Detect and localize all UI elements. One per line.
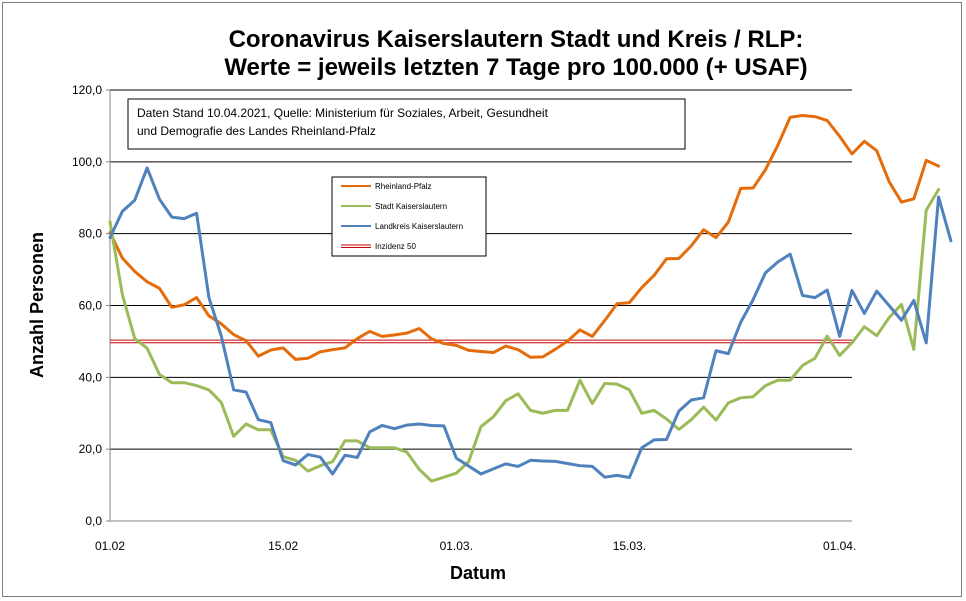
x-tick-label: 01.02 <box>95 539 125 553</box>
legend-swatch-inzidenz-50 <box>341 244 371 248</box>
legend-label-rheinland-pfalz: Rheinland-Pfalz <box>375 182 431 191</box>
source-note: Daten Stand 10.04.2021, Quelle: Minister… <box>127 98 686 150</box>
x-tick-label: 15.03. <box>613 539 646 553</box>
series-line-stadt-kaiserslautern <box>108 187 941 483</box>
series-line-rheinland-pfalz <box>108 114 941 361</box>
legend-label-stadt-kaiserslautern: Stadt Kaiserslautern <box>375 202 447 211</box>
legend-label-inzidenz-50: Inzidenz 50 <box>375 242 416 251</box>
y-tick-label: 20,0 <box>79 442 103 456</box>
gridlines <box>106 89 852 522</box>
y-tick-label: 40,0 <box>79 370 103 384</box>
source-note-box <box>127 98 686 150</box>
source-note-line1: Daten Stand 10.04.2021, Quelle: Minister… <box>137 106 549 120</box>
legend-box <box>331 176 487 257</box>
source-note-line2: und Demografie des Landes Rheinland-Pfal… <box>137 124 376 138</box>
y-tick-label: 0,0 <box>85 514 102 528</box>
chart-title-line1: Coronavirus Kaiserslautern Stadt und Kre… <box>229 26 804 53</box>
y-tick-labels: 0,0 20,0 40,0 60,0 80,0 100,0 120,0 <box>72 83 102 528</box>
threshold-line <box>110 339 852 344</box>
y-tick-label: 60,0 <box>79 299 103 313</box>
chart-title-line2: Werte = jeweils letzten 7 Tage pro 100.0… <box>224 54 807 81</box>
legend-label-landkreis-kaiserslautern: Landkreis Kaiserslautern <box>375 222 463 231</box>
y-tick-label: 120,0 <box>72 83 102 97</box>
series-group <box>108 114 953 483</box>
legend: Rheinland-Pfalz Stadt Kaiserslautern Lan… <box>331 176 487 257</box>
x-tick-labels: 01.02 15.02 01.03. 15.03. 01.04. <box>95 539 856 553</box>
x-tick-label: 01.03. <box>440 539 473 553</box>
x-axis-title: Datum <box>450 563 506 583</box>
y-axis-title: Anzahl Personen <box>27 232 47 378</box>
series-line-landkreis-kaiserslautern <box>108 166 953 480</box>
y-tick-label: 80,0 <box>79 227 103 241</box>
x-tick-label: 01.04. <box>823 539 856 553</box>
y-tick-label: 100,0 <box>72 155 102 169</box>
x-tick-label: 15.02 <box>268 539 298 553</box>
